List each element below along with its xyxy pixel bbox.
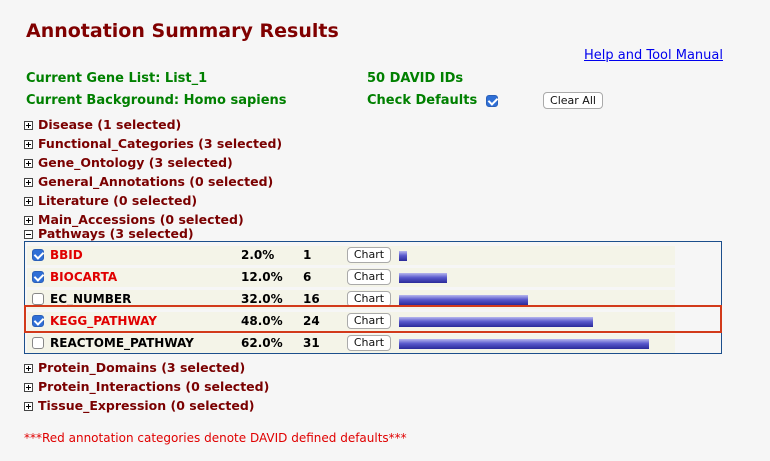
category-tissue-expression[interactable]: Tissue_Expression (0 selected) [24,398,254,413]
pathway-count: 24 [303,314,320,328]
pathway-checkbox[interactable] [32,249,44,261]
percent-bar [399,273,447,283]
category-gene-ontology[interactable]: Gene_Ontology (3 selected) [24,155,233,170]
percent-bar [399,317,593,327]
category-label: Protein_Domains (3 selected) [38,360,246,375]
pathway-count: 1 [303,248,312,262]
category-label: Gene_Ontology (3 selected) [38,155,233,170]
pathway-count: 6 [303,270,312,284]
pathway-percent: 62.0% [241,336,283,350]
category-label: Functional_Categories (3 selected) [38,136,283,151]
category-functional-categories[interactable]: Functional_Categories (3 selected) [24,136,282,151]
pathway-checkbox[interactable] [32,293,44,305]
row-highlight [24,305,722,333]
pathway-name: REACTOME_PATHWAY [50,336,194,350]
pathway-count: 31 [303,336,320,350]
pathway-row-bbid: BBID 2.0% 1 Chart [25,244,721,266]
pathway-row-biocarta: BIOCARTA 12.0% 6 Chart [25,266,721,288]
category-label: Main_Accessions (0 selected) [38,212,244,227]
expand-icon[interactable] [24,216,33,225]
expand-icon[interactable] [24,121,33,130]
category-label: Tissue_Expression (0 selected) [38,398,255,413]
category-label: Pathways (3 selected) [38,226,194,241]
chart-button[interactable]: Chart [347,291,391,307]
category-general-annotations[interactable]: General_Annotations (0 selected) [24,174,273,189]
percent-bar [399,339,649,349]
pathway-percent: 2.0% [241,248,275,262]
category-label: Protein_Interactions (0 selected) [38,379,270,394]
pathway-row-reactome-pathway: REACTOME_PATHWAY 62.0% 31 Chart [25,332,721,354]
category-label: Disease (1 selected) [38,117,182,132]
chart-button[interactable]: Chart [347,335,391,351]
pathways-table: BBID 2.0% 1 Chart BIOCARTA 12.0% 6 Chart EC_NUMB… [24,241,722,354]
expand-icon[interactable] [24,140,33,149]
chart-button[interactable]: Chart [347,247,391,263]
pathway-checkbox[interactable] [32,337,44,349]
check-defaults-label: Check Defaults [367,93,478,108]
pathway-name: BIOCARTA [50,270,118,284]
david-ids-count: 50 DAVID IDs [367,71,464,86]
pathway-row-ec-number: EC_NUMBER 32.0% 16 Chart [25,288,721,310]
pathway-percent: 12.0% [241,270,283,284]
expand-icon[interactable] [24,159,33,168]
pathway-count: 16 [303,292,320,306]
pathway-percent: 32.0% [241,292,283,306]
page-title: Annotation Summary Results [26,20,339,42]
pathway-row-kegg-pathway: KEGG_PATHWAY 48.0% 24 Chart [25,310,721,332]
category-pathways[interactable]: Pathways (3 selected) [24,226,194,241]
current-gene-list: Current Gene List: List_1 [26,71,208,86]
pathway-name: BBID [50,248,83,262]
category-label: General_Annotations (0 selected) [38,174,274,189]
pathway-name: EC_NUMBER [50,292,132,306]
category-disease[interactable]: Disease (1 selected) [24,117,181,132]
category-label: Literature (0 selected) [38,193,198,208]
category-main-accessions[interactable]: Main_Accessions (0 selected) [24,212,244,227]
expand-icon[interactable] [24,402,33,411]
pathway-percent: 48.0% [241,314,283,328]
current-background: Current Background: Homo sapiens [26,93,287,108]
category-literature[interactable]: Literature (0 selected) [24,193,197,208]
expand-icon[interactable] [24,383,33,392]
expand-icon[interactable] [24,364,33,373]
pathway-checkbox[interactable] [32,271,44,283]
category-protein-domains[interactable]: Protein_Domains (3 selected) [24,360,245,375]
clear-all-button[interactable]: Clear All [543,92,603,109]
check-defaults-checkbox[interactable] [485,94,498,107]
pathway-name: KEGG_PATHWAY [50,314,157,328]
expand-icon[interactable] [24,178,33,187]
footer-note: ***Red annotation categories denote DAVI… [24,431,407,445]
collapse-icon[interactable] [24,230,33,239]
check-defaults: Check Defaults [367,93,498,108]
percent-bar [399,295,528,305]
expand-icon[interactable] [24,197,33,206]
chart-button[interactable]: Chart [347,313,391,329]
pathway-checkbox[interactable] [32,315,44,327]
category-protein-interactions[interactable]: Protein_Interactions (0 selected) [24,379,269,394]
chart-button[interactable]: Chart [347,269,391,285]
help-link[interactable]: Help and Tool Manual [584,48,723,63]
percent-bar [399,251,407,261]
